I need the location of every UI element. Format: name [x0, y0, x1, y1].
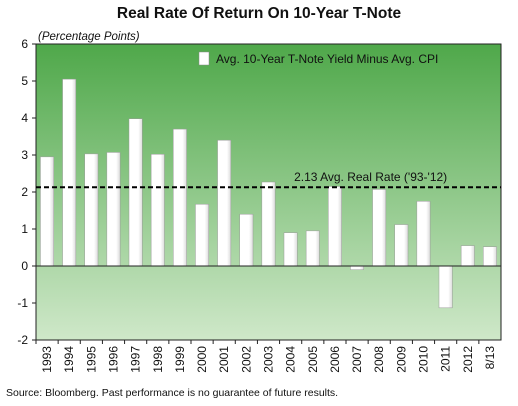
y-tick-label: 6	[21, 37, 28, 51]
x-tick-label: 2004	[284, 346, 298, 373]
x-tick-label: 2006	[328, 346, 342, 373]
bar	[372, 189, 387, 267]
y-tick-label: 4	[21, 111, 28, 125]
y-axis-label: (Percentage Points)	[38, 31, 140, 43]
legend-swatch	[198, 51, 210, 66]
y-tick-label: 5	[21, 74, 28, 88]
bar	[40, 156, 54, 267]
legend: Avg. 10-Year T-Note Yield Minus Avg. CPI	[198, 51, 438, 66]
bar	[438, 265, 453, 309]
bar	[416, 201, 431, 267]
bar-series	[40, 78, 497, 309]
bar	[128, 118, 143, 267]
bar	[328, 186, 342, 267]
legend-label: Avg. 10-Year T-Note Yield Minus Avg. CPI	[216, 52, 438, 66]
x-tick-label: 1993	[40, 346, 54, 373]
chart-title: Real Rate Of Return On 10-Year T-Note	[116, 5, 402, 22]
y-tick-label: 1	[21, 222, 28, 236]
bar	[350, 265, 364, 270]
bar	[305, 230, 320, 267]
x-tick-label: 1999	[173, 346, 187, 373]
x-tick-label: 1995	[84, 346, 98, 373]
x-tick-label: 1997	[129, 346, 143, 373]
bar	[283, 232, 298, 267]
x-tick-label: 2007	[350, 346, 364, 373]
y-tick-label: 2	[21, 185, 28, 199]
bar	[239, 213, 254, 267]
bar	[217, 139, 232, 267]
x-tick-label: 2002	[239, 346, 253, 373]
y-tick-label: -1	[17, 296, 28, 310]
x-tick-label: 8/13	[483, 346, 497, 370]
x-tick-label: 2011	[439, 346, 453, 372]
bar	[62, 78, 77, 267]
bar	[195, 203, 209, 267]
bar	[460, 245, 475, 267]
bar	[261, 181, 276, 267]
y-tick-label: 3	[21, 148, 28, 162]
x-tick-label: 2008	[372, 346, 386, 373]
x-tick-label: 2005	[306, 346, 320, 373]
x-tick-label: 1998	[151, 346, 165, 373]
bar	[394, 224, 409, 267]
x-tick-label: 2000	[195, 346, 209, 373]
x-tick-label: 2009	[394, 346, 408, 373]
x-tick-label: 2010	[417, 346, 431, 373]
bar	[483, 246, 497, 267]
x-tick-label: 1994	[62, 346, 76, 373]
bar	[150, 154, 165, 267]
x-tick-label: 1996	[107, 346, 121, 373]
y-tick-label: 0	[21, 259, 28, 273]
source-note: Source: Bloomberg. Past performance is n…	[6, 387, 339, 399]
x-axis: 1993 1994 1995 1996 1997 1998 1999 2000 2001 2002…	[35, 340, 497, 373]
bar	[84, 153, 99, 267]
y-tick-label: -2	[17, 333, 28, 347]
x-tick-label: 2001	[217, 346, 231, 373]
x-tick-label: 2003	[262, 346, 276, 373]
y-axis: -2 -1 0 1 2 3 4 5 6	[17, 37, 36, 347]
reference-line-label: 2.13 Avg. Real Rate ('93-'12)	[294, 170, 447, 184]
bar	[173, 128, 187, 267]
bar	[106, 152, 121, 267]
x-tick-label: 2012	[461, 346, 475, 373]
